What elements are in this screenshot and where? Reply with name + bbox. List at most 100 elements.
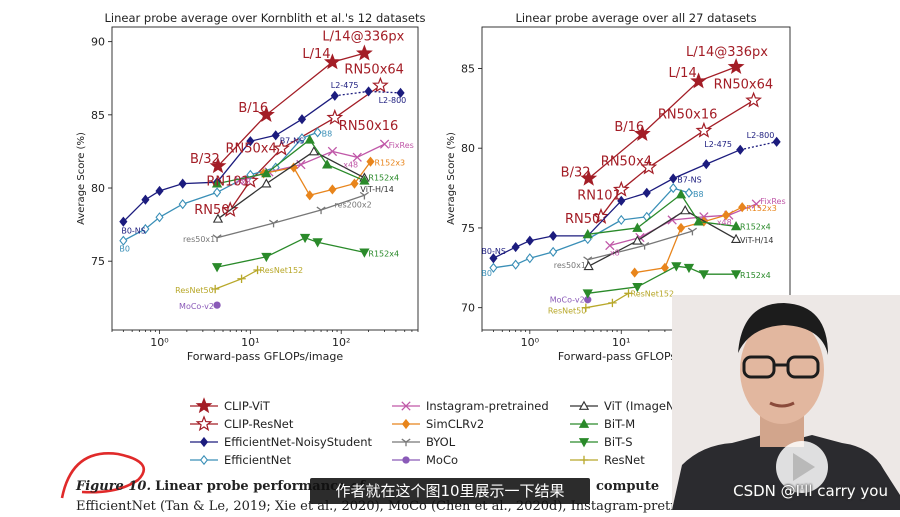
- data-point: [671, 262, 682, 272]
- legend-label: Instagram-pretrained: [426, 399, 549, 413]
- data-point: [253, 265, 262, 275]
- data-point: [119, 216, 128, 227]
- point-annotation: R152x3: [746, 204, 777, 213]
- data-point: [327, 146, 338, 157]
- chart-panel-2: Linear probe average over all 27 dataset…: [446, 11, 791, 363]
- data-point: [211, 263, 223, 273]
- data-point: [178, 199, 187, 210]
- x-tick-label: 10¹: [241, 336, 259, 349]
- data-point: [209, 157, 227, 174]
- data-point: [592, 207, 610, 224]
- data-point: [261, 252, 272, 263]
- data-point: [366, 156, 375, 167]
- series-bit-s: [582, 262, 742, 299]
- data-point: [155, 212, 164, 223]
- series-line: [216, 194, 365, 239]
- legend-label: BYOL: [426, 435, 456, 449]
- legend-label: CLIP-ViT: [224, 399, 271, 413]
- data-point: [730, 270, 742, 280]
- legend-marker: [402, 456, 410, 464]
- point-annotation: MoCo-v2: [550, 296, 585, 305]
- y-axis-label: Average Score (%): [76, 132, 87, 225]
- data-point: [549, 246, 558, 257]
- data-point: [326, 108, 344, 125]
- chart-legend: CLIP-ViT CLIP-ResNet EfficientNet-NoisyStu…: [190, 397, 716, 467]
- legend-item-clip-vit: CLIP-ViT: [190, 397, 271, 414]
- presenter-video: [672, 295, 900, 510]
- data-point: [583, 260, 594, 271]
- point-annotation: R152x4: [740, 271, 771, 280]
- data-point: [722, 210, 731, 221]
- data-point: [212, 187, 222, 198]
- legend-item-simclrv2: SimCLRv2: [392, 417, 484, 431]
- bilibili-logo-subtext: 哔哩哔哩: [808, 58, 852, 69]
- point-annotation: ResNet152: [631, 289, 675, 298]
- point-annotation: RN50x4: [601, 154, 652, 169]
- bilibili-logo: bilibili 百度 哔哩哔哩: [760, 20, 882, 76]
- data-point: [364, 86, 373, 97]
- series-clip-vit: [209, 44, 373, 174]
- legend-marker: [578, 418, 590, 428]
- point-annotation: RN50x64: [344, 63, 404, 78]
- point-annotation: x8: [610, 248, 620, 257]
- data-point: [308, 146, 320, 156]
- data-point: [141, 194, 150, 205]
- point-annotation: B/32: [561, 166, 591, 181]
- data-point: [617, 195, 626, 206]
- point-annotation: R152x3: [374, 159, 405, 168]
- y-tick-label: 70: [461, 302, 475, 315]
- series-line: [588, 66, 737, 179]
- point-annotation: x8: [241, 178, 251, 187]
- point-annotation: L2-800: [379, 96, 407, 105]
- data-point: [730, 221, 742, 231]
- data-point: [525, 253, 534, 264]
- data-point: [727, 57, 745, 74]
- legend-label: BiT-M: [604, 417, 635, 431]
- x-axis-label: Forward-pass GFLOPs/image: [187, 350, 344, 363]
- data-point: [305, 190, 314, 201]
- data-point: [738, 202, 747, 213]
- point-annotation: FixRes: [760, 197, 785, 206]
- data-point: [605, 240, 615, 251]
- point-annotation: ViT-H/14: [360, 185, 393, 194]
- legend-label: ResNet: [604, 453, 645, 467]
- data-point: [582, 289, 593, 299]
- series-resnet: [581, 289, 633, 312]
- data-point: [511, 259, 520, 270]
- data-point: [316, 206, 326, 215]
- data-point: [669, 173, 678, 184]
- data-point: [212, 213, 224, 223]
- data-point: [297, 114, 307, 125]
- point-annotation: R152x4: [740, 222, 771, 231]
- y-axis-label: Average Score (%): [446, 132, 457, 225]
- point-annotation: RN101: [206, 175, 250, 190]
- data-point: [630, 267, 639, 278]
- point-annotation: res200x2: [334, 200, 371, 209]
- point-annotation: RN50x64: [714, 77, 774, 92]
- data-point: [751, 199, 762, 209]
- data-point: [273, 139, 290, 156]
- legend-item-instagram-pretrained: Instagram-pretrained: [392, 399, 549, 413]
- point-annotation: ResNet50: [175, 286, 214, 295]
- data-point: [489, 253, 498, 264]
- y-tick-label: 85: [91, 109, 105, 122]
- data-point: [581, 303, 591, 312]
- point-annotation: L/14: [302, 47, 330, 62]
- point-annotation: B0: [119, 245, 130, 254]
- data-point: [261, 178, 272, 188]
- data-point: [304, 134, 315, 144]
- data-point: [684, 187, 694, 198]
- legend-item-clip-resnet: CLIP-ResNet: [190, 415, 294, 432]
- legend-label: EfficientNet-NoisyStudent: [224, 435, 373, 449]
- data-point: [695, 121, 713, 138]
- point-annotation: x48: [343, 160, 358, 169]
- data-point: [582, 228, 593, 239]
- data-point: [359, 191, 369, 200]
- series-bit-s: [211, 233, 370, 273]
- point-annotation: B7-NS: [280, 136, 305, 145]
- data-point: [612, 180, 630, 197]
- legend-marker: [578, 438, 590, 448]
- legend-label: MoCo: [426, 453, 458, 467]
- data-point: [693, 216, 704, 226]
- legend-marker: [199, 436, 209, 448]
